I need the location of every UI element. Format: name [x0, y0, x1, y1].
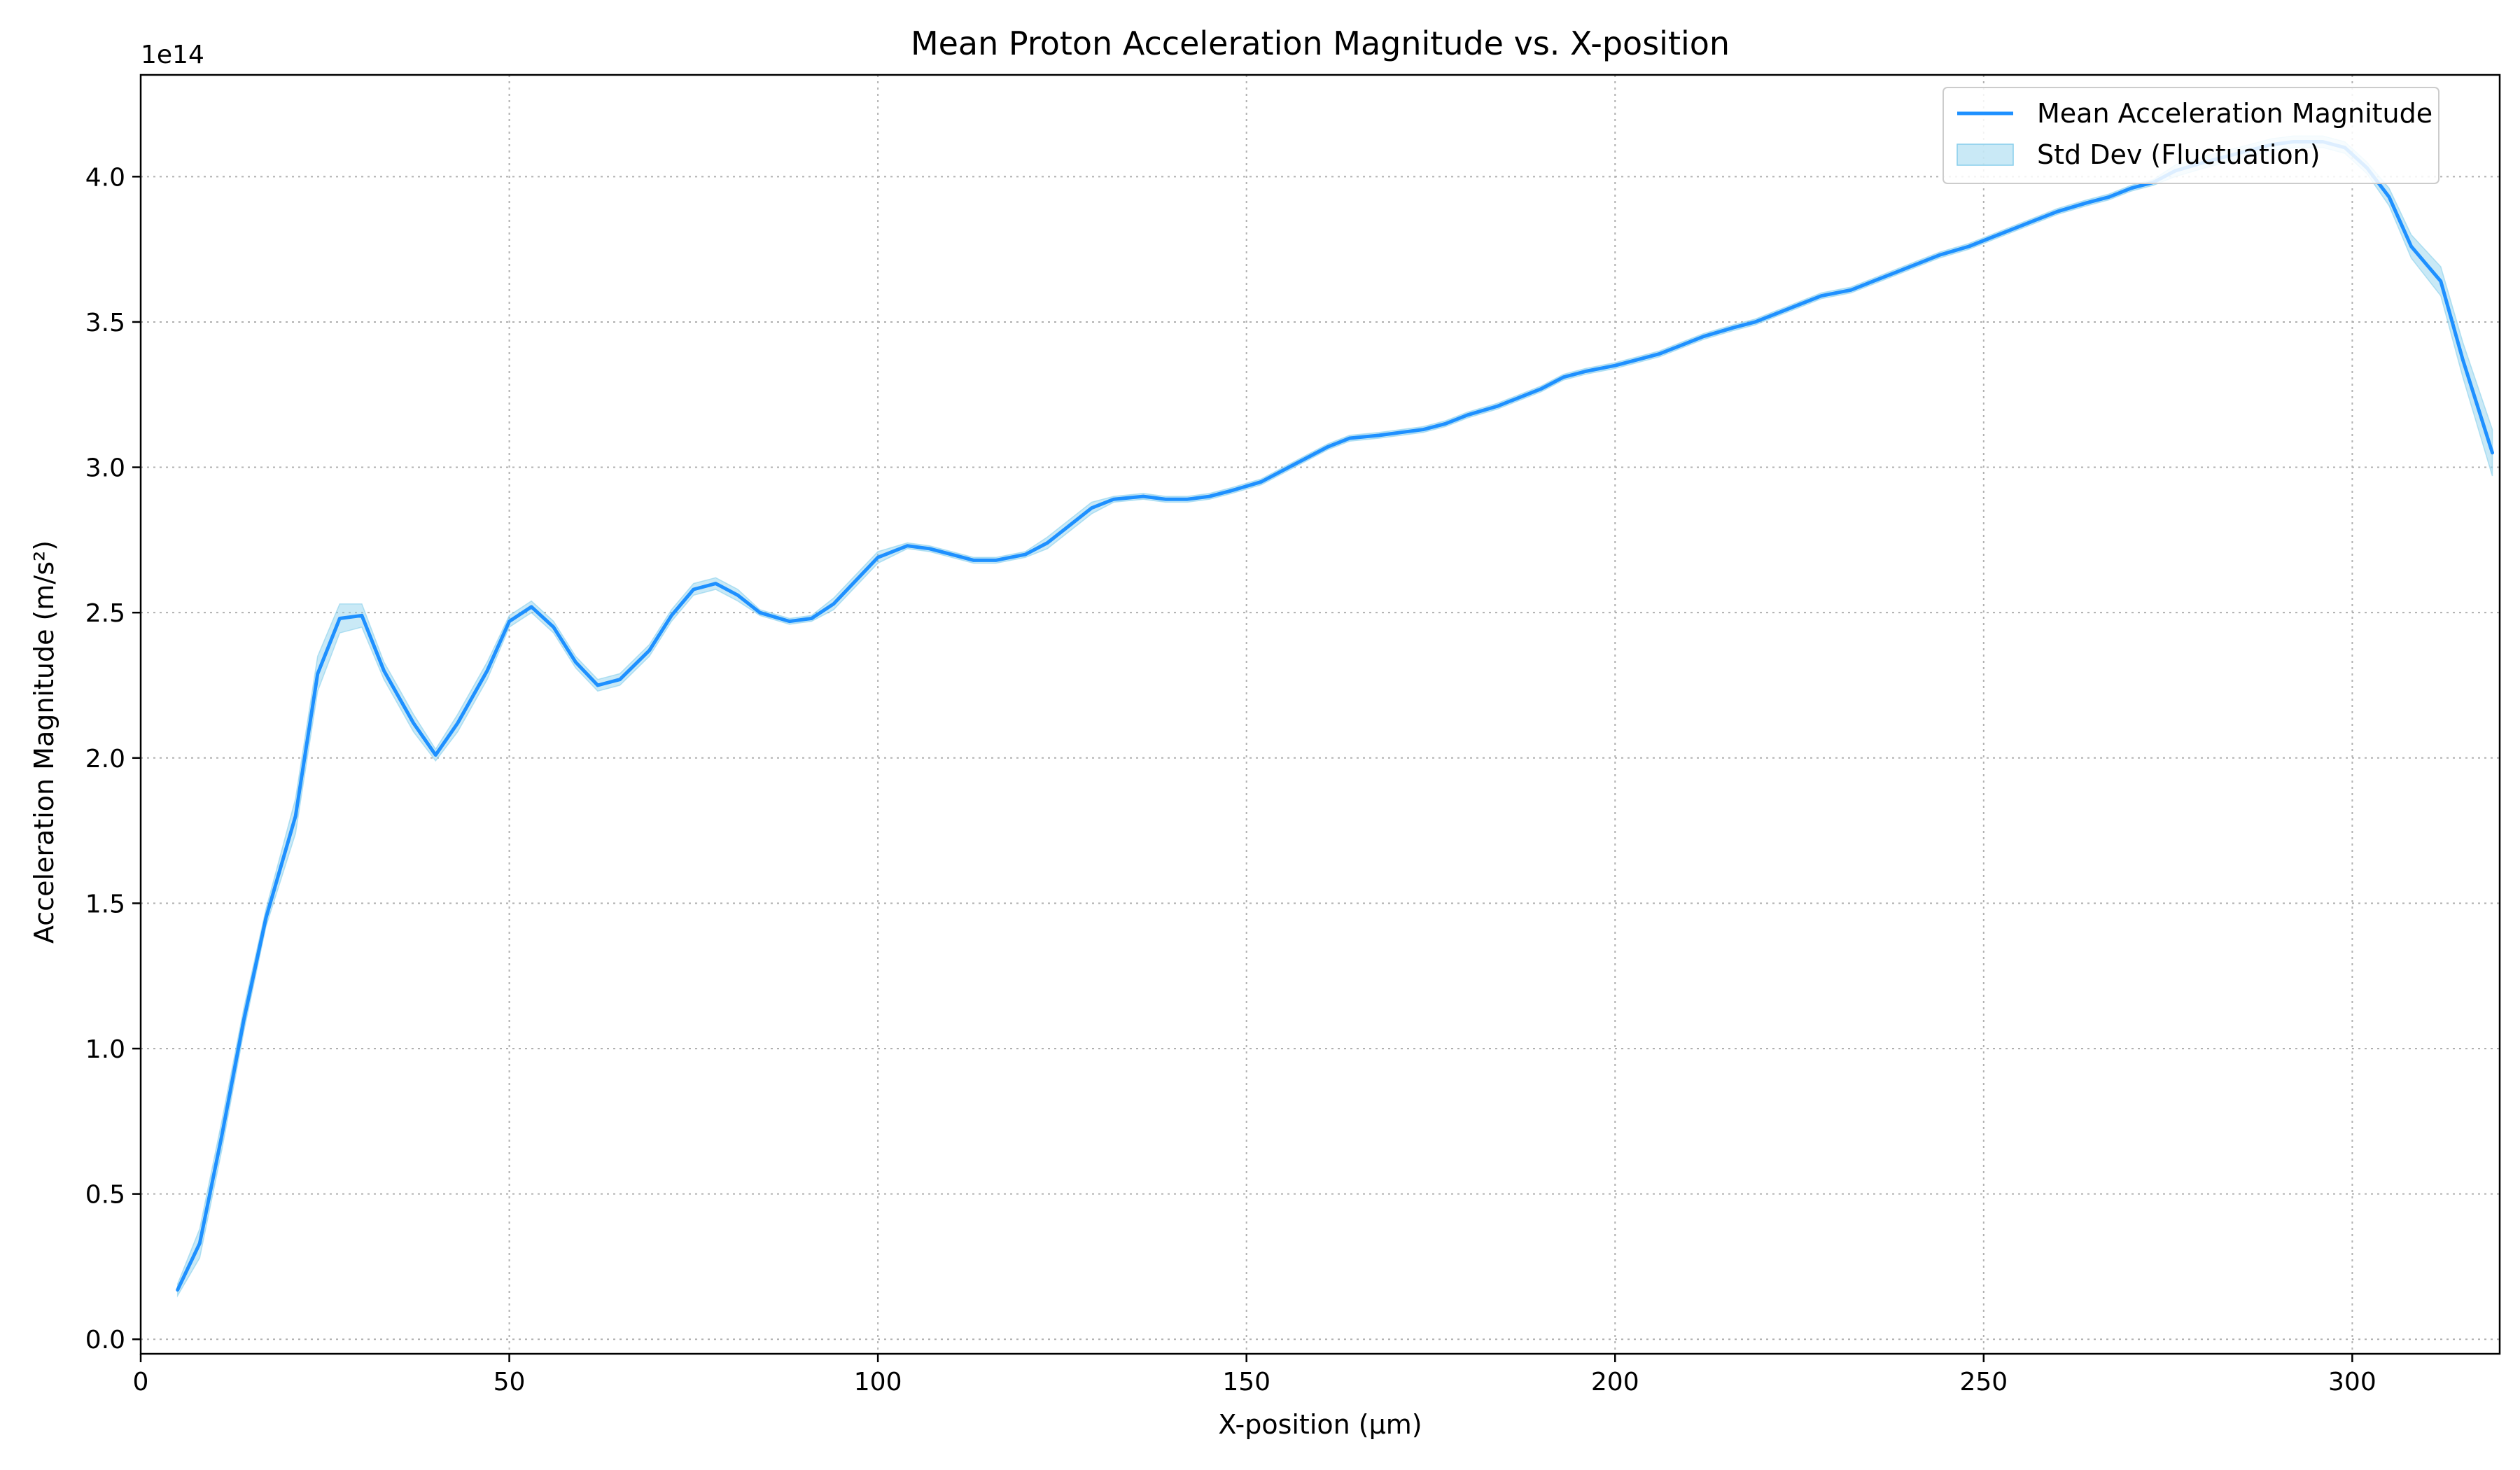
mean-acceleration-line [176, 140, 2494, 1292]
y-offset-label: 1e14 [141, 41, 204, 69]
chart-title: Mean Proton Acceleration Magnitude vs. X… [911, 24, 1730, 62]
x-tick-label: 100 [854, 1368, 902, 1396]
plot-frame [139, 74, 2501, 1355]
x-tick-label: 250 [1959, 1368, 2008, 1396]
legend-label-mean: Mean Acceleration Magnitude [2037, 98, 2432, 129]
y-tick-label: 3.5 [85, 309, 125, 337]
x-axis-label: X-position (µm) [1218, 1409, 1422, 1440]
y-tick-label: 3.0 [85, 454, 125, 483]
y-tick-label: 4.0 [85, 163, 125, 192]
y-tick-label: 2.0 [85, 745, 125, 774]
x-tick-label: 300 [2328, 1368, 2376, 1396]
x-tick-label: 200 [1591, 1368, 1639, 1396]
legend-label-std: Std Dev (Fluctuation) [2037, 139, 2320, 170]
legend-box [1942, 87, 2440, 184]
grid-layer [140, 75, 2500, 1354]
std-dev-band [176, 135, 2493, 1298]
tick-layer: 0 50 100 150 200 250 300 0.0 0.5 1.0 1.5 2.0 2.5 3.0 3… [85, 163, 2376, 1396]
y-tick-label: 1.0 [85, 1035, 125, 1064]
x-tick-label: 0 [133, 1368, 149, 1396]
legend-band-swatch [1956, 144, 2014, 166]
y-tick-label: 1.5 [85, 890, 125, 918]
x-tick-label: 50 [493, 1368, 526, 1396]
y-tick-label: 0.5 [85, 1181, 125, 1210]
x-tick-label: 150 [1222, 1368, 1270, 1396]
y-tick-label: 2.5 [85, 599, 125, 628]
y-tick-label: 0.0 [85, 1326, 125, 1354]
legend: Mean Acceleration Magnitude Std Dev (Flu… [1942, 87, 2440, 184]
y-axis-label: Acceleration Magnitude (m/s²) [29, 540, 59, 944]
